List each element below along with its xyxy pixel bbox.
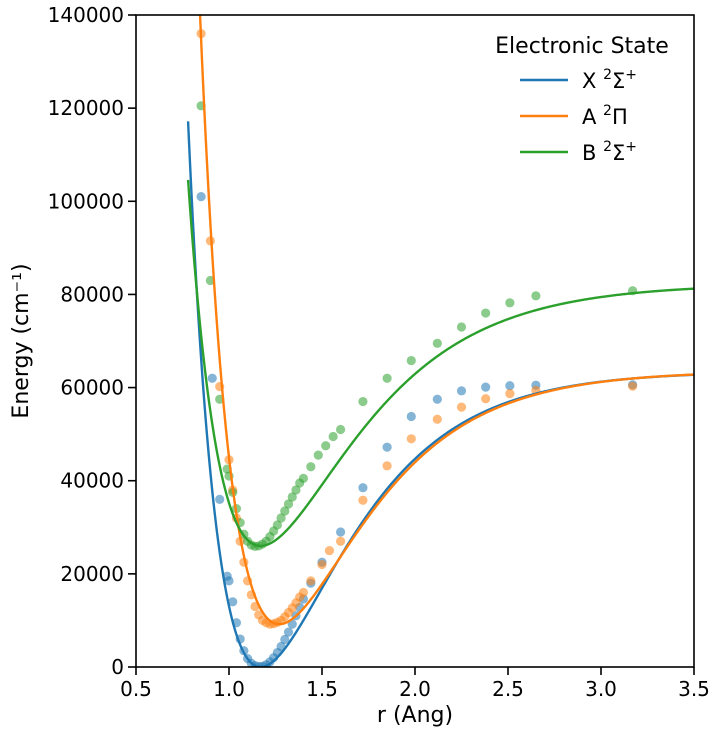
legend-label-symbol: Π (612, 105, 628, 129)
data-point (280, 634, 290, 645)
x-tick-label: 1.5 (306, 677, 338, 701)
x-tick-label: 2.5 (492, 677, 524, 701)
data-point (224, 576, 234, 586)
legend-title: Electronic State (495, 34, 669, 59)
data-point (291, 485, 301, 495)
data-point (406, 434, 416, 444)
data-point (481, 394, 491, 404)
data-point (280, 506, 290, 516)
legend-label-superscript: 2 (603, 103, 612, 119)
legend-label-main: B (582, 141, 603, 165)
y-tick-label: 100000 (48, 189, 124, 213)
data-point (406, 411, 416, 422)
data-point (215, 494, 225, 504)
legend-label-superscript: 2 (603, 139, 612, 155)
legend-label-superscript: 2 (603, 67, 612, 83)
data-point (336, 527, 346, 537)
data-point (432, 338, 442, 348)
data-point (505, 298, 515, 308)
data-point (481, 382, 491, 392)
y-axis-ticks: 0 20000 40000 60000 80000 100000 120000 140000 (48, 3, 136, 679)
legend-label-symbol: Σ (612, 69, 625, 93)
data-point (336, 424, 346, 435)
legend-label-charge: + (625, 67, 637, 83)
data-point (628, 381, 638, 391)
data-point (432, 394, 442, 404)
data-point (358, 495, 368, 505)
legend-label: X 2Σ+ (582, 67, 637, 93)
y-axis-label: Energy (cm⁻¹) (9, 263, 34, 418)
data-point (505, 389, 515, 399)
data-point (298, 473, 308, 483)
data-point (531, 291, 541, 301)
x-axis-label: r (Ang) (377, 703, 453, 728)
data-point (276, 513, 286, 523)
data-point (272, 520, 282, 530)
y-tick-label: 140000 (48, 3, 124, 27)
data-point (505, 381, 515, 391)
legend-label: B 2Σ+ (582, 139, 637, 165)
data-point (328, 431, 338, 442)
data-point (317, 559, 327, 570)
data-point (432, 414, 442, 424)
y-tick-label: 20000 (60, 562, 124, 586)
data-point (358, 483, 368, 493)
data-point (207, 373, 217, 383)
legend: Electronic State X 2Σ+A 2ΠB 2Σ+ (495, 34, 669, 165)
data-point (306, 462, 316, 472)
data-point (456, 402, 467, 412)
fit-line (186, 179, 694, 548)
x-axis-ticks: 0.5 1.0 1.5 2.0 2.5 3.0 3.5 (120, 667, 710, 701)
data-point (406, 355, 416, 366)
data-point (196, 192, 206, 202)
x-tick-label: 2.0 (399, 677, 431, 701)
legend-label-symbol: Σ (612, 141, 625, 165)
data-point (324, 545, 335, 556)
data-point (306, 576, 316, 586)
x-tick-label: 3.0 (585, 677, 617, 701)
data-point (336, 536, 346, 546)
y-tick-label: 0 (111, 655, 124, 679)
y-tick-label: 80000 (60, 282, 124, 306)
fit-lines-layer (186, 15, 694, 667)
legend-label: A 2Π (582, 103, 628, 129)
data-point (358, 396, 368, 407)
legend-label-main: A (582, 105, 603, 129)
data-point (481, 308, 491, 318)
data-point (321, 441, 331, 451)
y-tick-label: 40000 (60, 469, 124, 493)
data-point (287, 492, 297, 502)
data-point (382, 461, 392, 471)
legend-label-main: X (582, 69, 603, 93)
y-tick-label: 60000 (60, 376, 124, 400)
data-point (456, 386, 467, 396)
x-tick-label: 1.0 (213, 677, 245, 701)
y-tick-label: 120000 (48, 96, 124, 120)
x-tick-label: 3.5 (678, 677, 710, 701)
fit-line (198, 15, 694, 626)
data-point (283, 499, 294, 509)
x-tick-label: 0.5 (120, 677, 152, 701)
data-point (283, 627, 294, 637)
data-point (456, 322, 467, 332)
data-point (382, 442, 392, 452)
data-point (313, 450, 323, 460)
data-point (298, 587, 308, 598)
data-point (228, 597, 238, 607)
data-point (382, 373, 392, 383)
legend-label-charge: + (625, 139, 637, 155)
